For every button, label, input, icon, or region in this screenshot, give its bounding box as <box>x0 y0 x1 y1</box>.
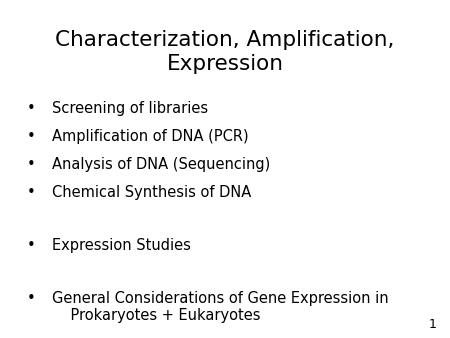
Text: •: • <box>27 238 36 252</box>
Text: Amplification of DNA (PCR): Amplification of DNA (PCR) <box>52 129 248 144</box>
Text: Screening of libraries: Screening of libraries <box>52 101 208 116</box>
Text: General Considerations of Gene Expression in
    Prokaryotes + Eukaryotes: General Considerations of Gene Expressio… <box>52 291 388 323</box>
Text: •: • <box>27 185 36 199</box>
Text: •: • <box>27 291 36 306</box>
Text: Chemical Synthesis of DNA: Chemical Synthesis of DNA <box>52 185 251 199</box>
Text: •: • <box>27 101 36 116</box>
Text: Analysis of DNA (Sequencing): Analysis of DNA (Sequencing) <box>52 157 270 172</box>
Text: •: • <box>27 157 36 172</box>
Text: •: • <box>27 129 36 144</box>
Text: Expression Studies: Expression Studies <box>52 238 191 252</box>
Text: Characterization, Amplification,
Expression: Characterization, Amplification, Express… <box>55 30 395 74</box>
Text: 1: 1 <box>428 318 436 331</box>
